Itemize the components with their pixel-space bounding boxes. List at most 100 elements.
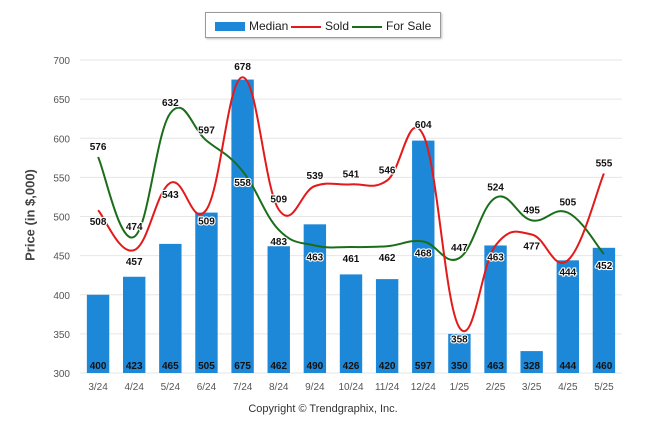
x-tick-label-9-24: 9/24: [305, 382, 325, 393]
for-sale-value-label-5-25: 452: [596, 261, 613, 272]
y-tick-label-400: 400: [53, 291, 70, 302]
median-bar-2-25: [484, 245, 507, 373]
sold-value-label-11-24: 546: [379, 166, 396, 177]
x-tick-label-11-24: 11/24: [375, 382, 400, 393]
sold-value-label-3-24: 508: [90, 217, 107, 228]
legend-item-median: Median: [215, 19, 288, 33]
x-tick-label-3-25: 3/25: [522, 382, 542, 393]
median-value-label-9-24: 490: [307, 361, 324, 372]
x-tick-label-3-24: 3/24: [88, 382, 108, 393]
median-value-label-11-24: 420: [379, 361, 396, 372]
sold-value-label-12-24: 604: [415, 120, 432, 131]
copyright-text: Copyright © Trendgraphix, Inc.: [248, 403, 398, 415]
sold-value-label-7-24: 678: [234, 62, 251, 73]
median-value-label-4-24: 423: [126, 361, 143, 372]
median-bar-4-24: [122, 276, 146, 373]
legend-item-sold: Sold: [291, 19, 349, 33]
median-bar-7-24: [231, 79, 254, 373]
for-sale-value-label-12-24: 468: [415, 249, 432, 260]
sold-value-label-4-24: 457: [126, 257, 143, 268]
for-sale-value-label-11-24: 462: [379, 253, 396, 264]
y-tick-label-550: 550: [53, 173, 70, 184]
sold-value-label-5-25: 555: [596, 158, 613, 169]
median-bar-6-24: [195, 212, 218, 373]
median-value-label-1-25: 350: [451, 361, 468, 372]
data-labels: 400 423 465 505 675 462 490 426 420 597 350 463 328 4…: [89, 61, 614, 372]
median-value-label-4-25: 444: [559, 361, 576, 372]
legend-item-for-sale: For Sale: [352, 19, 431, 33]
median-bar-4-25: [556, 260, 580, 373]
for-sale-value-label-7-24: 558: [234, 178, 251, 189]
y-tick-label-300: 300: [53, 369, 70, 380]
median-bar-5-25: [592, 247, 616, 373]
median-value-label-5-24: 465: [162, 361, 179, 372]
for-sale-swatch: [352, 25, 382, 28]
y-tick-label-450: 450: [53, 252, 70, 263]
median-bar-12-24: [412, 140, 435, 373]
x-tick-label-4-24: 4/24: [124, 382, 144, 393]
for-sale-value-label-8-24: 483: [270, 237, 287, 248]
for-sale-value-label-3-25: 495: [523, 205, 540, 216]
for-sale-value-label-2-25: 524: [487, 183, 504, 194]
x-tick-label-5-25: 5/25: [594, 382, 614, 393]
for-sale-value-label-9-24: 463: [307, 252, 324, 263]
median-value-label-3-24: 400: [90, 361, 107, 372]
legend-label-for-sale: For Sale: [386, 19, 432, 33]
for-sale-series-line: [97, 106, 605, 261]
x-tick-label-7-24: 7/24: [233, 382, 253, 393]
median-bar-1-25: [448, 333, 471, 373]
x-tick-label-4-25: 4/25: [558, 382, 578, 393]
median-bar-8-24: [267, 246, 290, 373]
sold-value-label-9-24: 539: [307, 171, 324, 182]
x-tick-label-8-24: 8/24: [269, 382, 289, 393]
median-bar-11-24: [375, 279, 399, 373]
median-bar-3-24: [86, 294, 110, 373]
sold-value-label-8-24: 509: [270, 194, 287, 205]
median-value-label-8-24: 462: [270, 361, 287, 372]
median-value-label-10-24: 426: [343, 361, 360, 372]
median-value-label-7-24: 675: [234, 361, 251, 372]
x-tick-label-1-25: 1/25: [450, 382, 470, 393]
y-tick-label-600: 600: [53, 134, 70, 145]
y-tick-label-350: 350: [53, 330, 70, 341]
median-value-label-3-25: 328: [523, 361, 540, 372]
y-axis-label: Price (in $,000): [22, 169, 38, 261]
median-value-label-12-24: 597: [415, 361, 432, 372]
median-value-label-6-24: 505: [198, 361, 215, 372]
median-bar-10-24: [339, 274, 363, 373]
median-bars: [86, 79, 616, 373]
x-tick-label-5-24: 5/24: [161, 382, 181, 393]
sold-series-line: [97, 76, 605, 332]
median-value-label-2-25: 463: [487, 361, 504, 372]
median-swatch: [215, 22, 245, 32]
y-tick-label-650: 650: [53, 95, 70, 106]
y-axis-ticks: 300 350 400 450 500 550 600 650 700: [53, 56, 70, 380]
sold-value-label-10-24: 541: [343, 169, 360, 180]
for-sale-value-label-10-24: 461: [343, 254, 360, 265]
for-sale-value-label-4-24: 474: [126, 222, 143, 233]
x-tick-label-2-25: 2/25: [486, 382, 506, 393]
median-bar-5-24: [159, 243, 182, 373]
sold-value-label-6-24: 509: [198, 216, 215, 227]
sold-value-label-4-25: 444: [559, 267, 576, 278]
sold-swatch: [291, 25, 321, 28]
for-sale-value-label-4-25: 505: [559, 198, 576, 209]
legend-label-sold: Sold: [325, 19, 350, 33]
sold-value-label-3-25: 477: [523, 241, 540, 252]
for-sale-value-label-5-24: 632: [162, 98, 179, 109]
y-tick-label-500: 500: [53, 213, 70, 224]
legend-label-median: Median: [249, 19, 289, 33]
median-bar-3-25: [520, 351, 543, 373]
x-tick-label-12-24: 12/24: [411, 382, 436, 393]
median-bar-9-24: [303, 224, 327, 373]
sold-value-label-2-25: 463: [487, 252, 504, 263]
x-tick-label-10-24: 10/24: [338, 382, 363, 393]
for-sale-value-label-6-24: 597: [198, 126, 215, 137]
sold-value-label-5-24: 543: [162, 190, 179, 201]
y-tick-label-700: 700: [53, 56, 70, 67]
series-lines: [97, 76, 605, 332]
x-tick-label-6-24: 6/24: [197, 382, 217, 393]
median-value-label-5-25: 460: [596, 361, 613, 372]
for-sale-value-label-3-24: 576: [90, 142, 107, 153]
